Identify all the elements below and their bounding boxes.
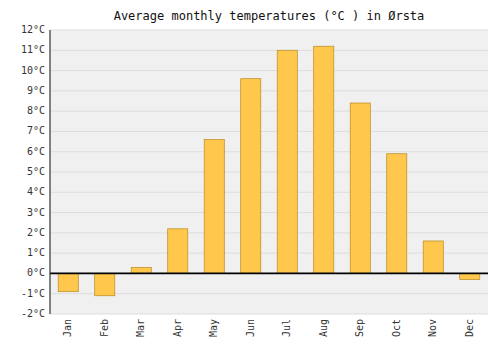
x-tick-label: Feb [99, 319, 110, 337]
y-tick-label: 2°C [27, 227, 45, 238]
bar [241, 79, 261, 274]
y-tick-label: 8°C [27, 105, 45, 116]
bar [58, 273, 78, 291]
grid-line [50, 314, 488, 315]
bar [168, 229, 188, 274]
y-tick-label: 11°C [21, 44, 45, 55]
grid-line [50, 192, 488, 193]
plot-background [50, 30, 488, 314]
y-tick-label: 9°C [27, 85, 45, 96]
y-tick-label: 0°C [27, 267, 45, 278]
bar [204, 140, 224, 274]
x-tick-label: Jan [62, 319, 73, 337]
x-tick-label: Jul [281, 319, 292, 337]
bars [58, 46, 480, 296]
bar [387, 154, 407, 274]
bar [423, 241, 443, 273]
x-tick-label: Mar [135, 319, 146, 337]
x-tick-label: Dec [464, 319, 475, 337]
x-tick-label: Oct [391, 319, 402, 337]
grid-line [50, 30, 488, 31]
grid-line [50, 90, 488, 91]
grid-line [50, 70, 488, 71]
chart-svg: -2°C -1°C 0°C 1°C 2°C 3°C 4°C 5°C 6°C 7°C 8°C 9°C 10… [0, 0, 500, 350]
chart-container: -2°C -1°C 0°C 1°C 2°C 3°C 4°C 5°C 6°C 7°C 8°C 9°C 10… [0, 0, 500, 350]
y-tick-label: 5°C [27, 166, 45, 177]
grid-line [50, 293, 488, 294]
y-tick-label: 4°C [27, 186, 45, 197]
zero-line [50, 273, 488, 275]
y-tick-label: 10°C [21, 65, 45, 76]
y-tick-label: 7°C [27, 125, 45, 136]
x-tick-label: Nov [427, 319, 438, 337]
y-tick-label: -2°C [21, 308, 45, 319]
y-tick-label: 1°C [27, 247, 45, 258]
y-tick-labels: -2°C -1°C 0°C 1°C 2°C 3°C 4°C 5°C 6°C 7°C 8°C 9°C 10… [21, 24, 45, 319]
x-tick-label: Apr [172, 319, 183, 337]
grid-line [50, 212, 488, 213]
bar [131, 267, 151, 273]
bar [277, 50, 297, 273]
grid-line [50, 50, 488, 51]
grid-line [50, 151, 488, 152]
bar [314, 46, 334, 273]
title: Average monthly temperatures (°C ) in Ør… [114, 9, 425, 23]
x-tick-label: May [208, 319, 219, 337]
grid-line [50, 172, 488, 173]
x-tick-label: Aug [318, 319, 329, 337]
y-tick-label: -1°C [21, 288, 45, 299]
bar [350, 103, 370, 273]
y-tick-label: 12°C [21, 24, 45, 35]
grid-line [50, 131, 488, 132]
grid-line [50, 253, 488, 254]
y-axis-line [49, 30, 50, 314]
x-tick-label: Jun [245, 319, 256, 337]
y-tick-label: 3°C [27, 207, 45, 218]
y-tick-label: 6°C [27, 146, 45, 157]
bar [95, 273, 115, 295]
grid-line [50, 273, 488, 274]
grid [50, 30, 488, 314]
grid-line [50, 111, 488, 112]
grid-line [50, 232, 488, 233]
x-tick-label: Sep [354, 319, 365, 337]
x-tick-labels: Jan Feb Mar Apr May Jun Jul Aug Sep Oct Nov Dec [62, 319, 475, 337]
bar [460, 273, 480, 279]
